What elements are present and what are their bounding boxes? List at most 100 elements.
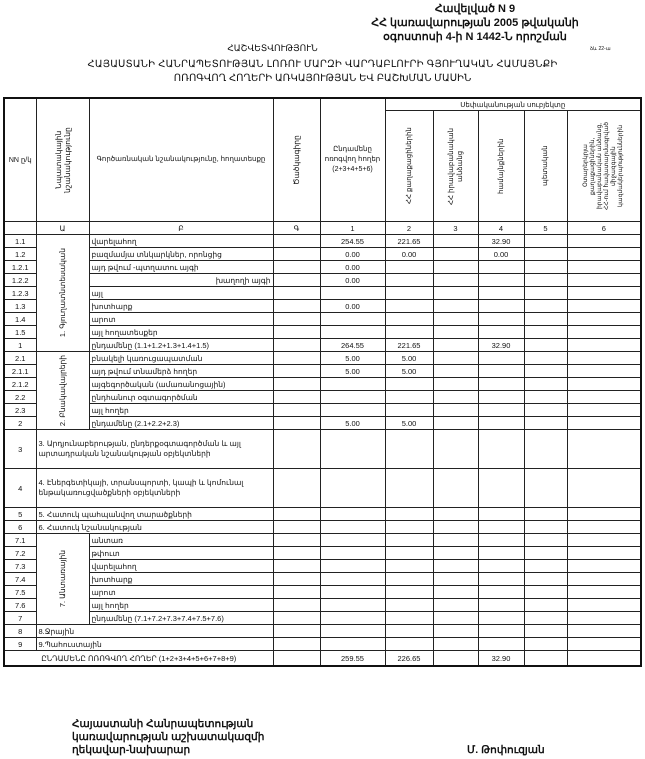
table-row: 2.2 ընդհանուր օգտագործման	[3, 390, 642, 404]
code-cell	[272, 364, 321, 378]
value-cell	[566, 299, 642, 313]
value-cell	[477, 520, 525, 534]
value-cell	[319, 429, 386, 469]
value-cell	[566, 468, 642, 508]
row-name: ընդամենը (7.1+7.2+7.3+7.4+7.5+7.6)	[88, 611, 274, 625]
value-cell	[477, 507, 525, 521]
value-cell	[432, 364, 479, 378]
value-cell	[432, 559, 479, 573]
value-cell	[523, 559, 568, 573]
table-row: 1.5 այլ հողատեսքեր	[3, 325, 642, 339]
row-name: այլ հողեր	[88, 598, 274, 612]
col-header-foreign-text: Օտարերկրյա քաղաքացիներին, իրավաբանական ա…	[582, 121, 624, 211]
col-header-communities: համայնքներին	[477, 110, 525, 222]
value-cell	[477, 260, 525, 274]
row-name: այդ թվում տնամերձ հողեր	[88, 364, 274, 378]
row-number: 1.2	[3, 247, 37, 261]
value-cell: 0.00	[384, 247, 434, 261]
value-cell	[319, 624, 386, 638]
code-cell	[272, 351, 321, 365]
value-cell	[566, 338, 642, 352]
value-cell	[566, 533, 642, 547]
table-row: 7.5 արոտ	[3, 585, 642, 599]
col-header-code: Ծածկագիրը	[272, 97, 321, 222]
group-label: 1. Գյուղատնտեսական	[58, 248, 67, 338]
title-line-1: ՀԱՅԱՍՏԱՆԻ ՀԱՆՐԱՊԵՏՈՒԹՅԱՆ ԼՈՌՈՒ ՄԱՐԶԻ ՎԱՐ…	[87, 59, 558, 70]
row-name: թփուտ	[88, 546, 274, 560]
value-cell	[384, 273, 434, 287]
code-cell	[272, 559, 321, 573]
row-name: խաղողի այգի	[88, 273, 274, 287]
index-cell: Ա	[35, 221, 90, 235]
value-cell	[566, 429, 642, 469]
value-cell	[384, 299, 434, 313]
value-cell	[523, 650, 568, 667]
value-cell	[319, 637, 386, 651]
value-cell	[566, 624, 642, 638]
table-row: 1.2.3 այլ	[3, 286, 642, 300]
value-cell	[384, 533, 434, 547]
row-number: 4	[3, 468, 37, 508]
value-cell: 5.00	[319, 364, 386, 378]
value-cell	[319, 390, 386, 404]
code-cell	[272, 286, 321, 300]
value-cell	[432, 546, 479, 560]
table-row: 2.1 2. Բնակավայրերի բնակելի կառուցապատման 5…	[3, 351, 642, 430]
table-row: 1.4 արոտ	[3, 312, 642, 326]
value-cell: 32.90	[477, 338, 525, 352]
col-header-function: Գործառնական նշանակությունը, հողատեսքը	[88, 97, 274, 222]
footer-line-2: կառավարության աշխատակազմի	[72, 731, 265, 743]
row-name: այլ հողատեսքեր	[88, 325, 274, 339]
row-number: 7.3	[3, 559, 37, 573]
value-cell	[477, 325, 525, 339]
table-row: 5 5. Հատուկ պահպանվող տարածքների	[3, 507, 642, 521]
row-number: 7.1	[3, 533, 37, 547]
value-cell	[319, 585, 386, 599]
value-cell	[432, 585, 479, 599]
value-cell	[566, 390, 642, 404]
code-cell	[272, 507, 321, 521]
row-number: 1.1	[3, 234, 37, 248]
value-cell	[432, 611, 479, 625]
row-name: 6. Հատուկ նշանակության	[35, 520, 274, 534]
table-row: 2 ընդամենը (2.1+2.2+2.3) 5.00 5.00	[3, 416, 642, 430]
value-cell	[432, 598, 479, 612]
table-row: 3 3. Արդյունաբերության, ընդերքօգտագործման…	[3, 429, 642, 469]
row-name: այգեգործական (ամառանոցային)	[88, 377, 274, 391]
table-row: 1.2.1 այդ թվում -պտղատու այգի 0.00	[3, 260, 642, 274]
value-cell	[384, 286, 434, 300]
row-number: 2.1.2	[3, 377, 37, 391]
row-name: ընդամենը (2.1+2.2+2.3)	[88, 416, 274, 430]
value-cell	[523, 351, 568, 365]
value-cell: 32.90	[477, 650, 525, 667]
table-row: 1.2.2 խաղողի այգի 0.00	[3, 273, 642, 287]
value-cell	[566, 273, 642, 287]
value-cell	[523, 468, 568, 508]
row-name: խոտհարք	[88, 299, 274, 313]
value-cell	[432, 351, 479, 365]
grand-total-row: ԸՆԴԱՄԵՆԸ ՈՌՈԳՎՈՂ ՀՈՂԵՐ (1+2+3+4+5+6+7+8+…	[3, 650, 642, 667]
value-cell	[319, 377, 386, 391]
index-cell-nn	[3, 221, 37, 235]
value-cell	[432, 260, 479, 274]
form-number: ձև 22-ա	[590, 46, 611, 52]
value-cell	[432, 520, 479, 534]
value-cell	[477, 429, 525, 469]
row-name: անտառ	[88, 533, 274, 547]
code-cell	[272, 325, 321, 339]
value-cell: 5.00	[384, 364, 434, 378]
group-label-cell: 2. Բնակավայրերի	[35, 351, 90, 430]
value-cell	[384, 377, 434, 391]
code-cell	[272, 624, 321, 638]
value-cell	[432, 468, 479, 508]
index-cell: 5	[523, 221, 568, 235]
value-cell	[477, 286, 525, 300]
row-number: 5	[3, 507, 37, 521]
table-row: 4 4. Էներգետիկայի, տրանսպորտի, կապի և կոմ…	[3, 468, 642, 508]
value-cell	[566, 559, 642, 573]
decree-line-2: օգոստոսի 4-ի N 1442-Ն որոշման	[383, 31, 567, 43]
code-cell	[272, 546, 321, 560]
code-cell	[272, 338, 321, 352]
value-cell	[477, 299, 525, 313]
